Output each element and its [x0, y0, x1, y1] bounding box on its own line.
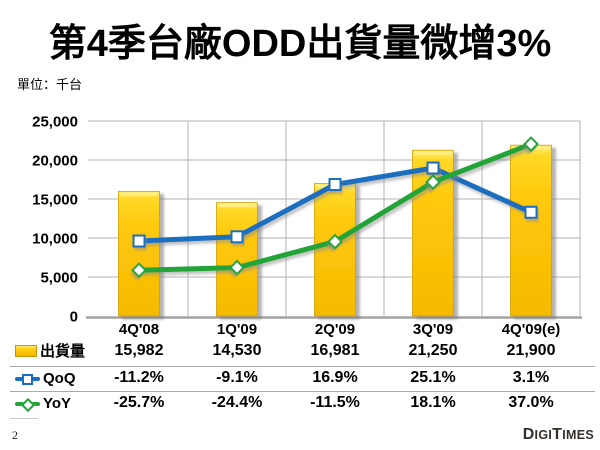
gridlines — [86, 120, 582, 319]
bar-series — [118, 144, 552, 317]
logo-letter: E — [576, 428, 586, 442]
bar-highlight — [219, 204, 255, 208]
legend-label: YoY — [43, 394, 72, 412]
digitimes-logo: DIGITIMES — [523, 427, 594, 443]
logo-letter: I — [562, 428, 566, 442]
legend-label: QoQ — [43, 369, 76, 387]
table-row: 出貨量 15,982 14,530 16,981 21,250 21,900 — [15, 340, 580, 361]
chart-title: 第4季台廠ODD出貨量微增3% — [48, 23, 552, 65]
legend-shipments: 出貨量 — [15, 340, 90, 361]
x-axis-label: 3Q'09 — [412, 321, 454, 338]
qoq-marker — [426, 161, 440, 175]
legend-label: 出貨量 — [40, 343, 86, 360]
line-series — [131, 136, 539, 279]
yoy-legend-icon — [15, 397, 40, 412]
table-separator — [10, 366, 595, 367]
logo-letter: M — [566, 428, 577, 442]
table-row: QoQ -11.2% -9.1% 16.9% 25.1% 3.1% — [15, 369, 580, 387]
table-cell: 14,530 — [212, 341, 262, 359]
yoy-marker — [131, 262, 147, 279]
table-cell: -24.4% — [211, 394, 263, 411]
x-axis-labels-row: 4Q'08 1Q'09 2Q'09 3Q'09 4Q'09(e) — [15, 321, 580, 338]
qoq-marker — [132, 234, 146, 248]
logo-letter: G — [538, 428, 549, 442]
y-axis-label: 0 — [70, 309, 78, 326]
table-separator — [10, 391, 595, 392]
table-cell: 25.1% — [410, 369, 456, 386]
logo-letter: T — [552, 426, 563, 443]
y-axis-label: 5,000 — [40, 270, 78, 287]
x-axis-label: 4Q'08 — [118, 321, 160, 338]
table-cell: -11.2% — [114, 369, 164, 386]
table-cell: -11.5% — [310, 394, 360, 411]
x-axis-label: 1Q'09 — [216, 321, 258, 338]
unit-label: 單位：千台 — [17, 77, 83, 92]
logo-letter: I — [548, 428, 553, 442]
table-cell: 3.1% — [512, 369, 550, 386]
yoy-marker — [523, 136, 539, 153]
table-separator-stub — [10, 418, 38, 419]
y-axis-label: 25,000 — [32, 114, 78, 131]
yoy-marker — [425, 174, 441, 191]
table-cell: 18.1% — [410, 394, 456, 411]
bar-highlight — [415, 151, 451, 155]
table-row: YoY -25.7% -24.4% -11.5% 18.1% 37.0% — [15, 394, 580, 412]
table-cell: 15,982 — [114, 341, 164, 359]
bar — [118, 190, 160, 317]
bar — [510, 144, 552, 317]
table-cell: -9.1% — [216, 369, 258, 386]
y-axis-label: 15,000 — [32, 192, 78, 209]
table-cell: 21,900 — [506, 341, 556, 359]
yoy-marker — [327, 233, 343, 250]
qoq-marker — [524, 205, 538, 219]
logo-letter: S — [585, 428, 594, 442]
x-axis-label: 4Q'09(e) — [501, 321, 561, 338]
qoq-marker — [328, 178, 342, 192]
y-axis-label: 10,000 — [32, 231, 78, 248]
legend-qoq: QoQ — [15, 370, 90, 387]
bar-highlight — [121, 192, 157, 196]
logo-letter: I — [534, 428, 539, 442]
logo-letter: D — [522, 426, 535, 443]
y-axis-label: 20,000 — [32, 153, 78, 170]
qoq-marker — [230, 230, 244, 244]
table-cell: 21,250 — [408, 341, 458, 359]
y-axis-labels: 25,000 20,000 15,000 10,000 5,000 0 — [32, 114, 78, 326]
yoy-marker — [229, 259, 245, 276]
bar-legend-icon — [15, 344, 37, 357]
table-cell: -25.7% — [113, 394, 165, 411]
x-axis-label: 2Q'09 — [314, 321, 356, 338]
table-cell: 37.0% — [508, 394, 554, 411]
page-number: 2 — [12, 428, 18, 442]
bar — [314, 183, 356, 317]
bar — [216, 202, 258, 317]
table-cell: 16.9% — [312, 369, 358, 386]
legend-yoy: YoY — [15, 395, 90, 412]
qoq-legend-icon — [15, 372, 40, 385]
table-cell: 16,981 — [310, 341, 360, 359]
